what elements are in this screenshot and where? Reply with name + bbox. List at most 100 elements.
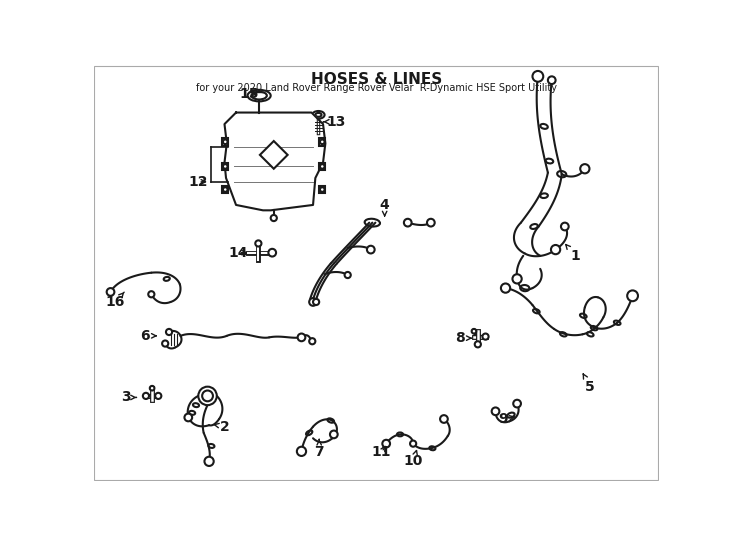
- Circle shape: [223, 187, 228, 192]
- Text: 6: 6: [140, 329, 156, 343]
- Text: 10: 10: [404, 450, 423, 468]
- Circle shape: [367, 246, 374, 253]
- Ellipse shape: [193, 403, 199, 407]
- Circle shape: [410, 441, 416, 447]
- Text: 7: 7: [314, 440, 324, 459]
- Ellipse shape: [530, 224, 538, 229]
- Ellipse shape: [397, 433, 403, 436]
- Circle shape: [143, 393, 149, 399]
- Text: 12: 12: [189, 175, 208, 189]
- Text: 4: 4: [379, 198, 390, 216]
- Ellipse shape: [316, 113, 321, 117]
- Circle shape: [205, 457, 214, 466]
- Circle shape: [269, 249, 276, 256]
- Circle shape: [106, 288, 115, 296]
- Circle shape: [297, 334, 305, 341]
- Text: for your 2020 Land Rover Range Rover Velar  R-Dynamic HSE Sport Utility: for your 2020 Land Rover Range Rover Vel…: [196, 83, 556, 92]
- Ellipse shape: [540, 193, 548, 198]
- Circle shape: [382, 440, 390, 448]
- Text: 8: 8: [455, 331, 471, 345]
- Ellipse shape: [365, 219, 380, 227]
- Ellipse shape: [560, 332, 567, 336]
- Text: 9: 9: [498, 412, 515, 426]
- Ellipse shape: [533, 309, 539, 313]
- Circle shape: [309, 298, 317, 306]
- Ellipse shape: [247, 90, 271, 102]
- Text: 15: 15: [239, 87, 259, 101]
- Circle shape: [320, 187, 324, 192]
- Ellipse shape: [557, 171, 567, 177]
- Circle shape: [472, 329, 476, 334]
- Circle shape: [202, 390, 213, 401]
- Ellipse shape: [614, 321, 620, 325]
- Circle shape: [162, 340, 168, 347]
- Polygon shape: [225, 112, 325, 211]
- Circle shape: [627, 291, 638, 301]
- Circle shape: [320, 164, 324, 168]
- Circle shape: [440, 415, 448, 423]
- Polygon shape: [260, 141, 288, 168]
- Circle shape: [271, 215, 277, 221]
- Ellipse shape: [540, 124, 548, 129]
- Circle shape: [404, 219, 412, 226]
- Bar: [319, 138, 325, 146]
- Ellipse shape: [545, 159, 553, 164]
- Ellipse shape: [208, 444, 214, 448]
- Circle shape: [309, 338, 316, 345]
- Ellipse shape: [429, 446, 435, 450]
- Circle shape: [255, 240, 261, 247]
- Text: 3: 3: [121, 390, 137, 404]
- Circle shape: [150, 386, 154, 390]
- Ellipse shape: [327, 418, 334, 423]
- Ellipse shape: [580, 314, 586, 318]
- Circle shape: [198, 387, 217, 405]
- Bar: [222, 186, 228, 193]
- Circle shape: [512, 274, 522, 284]
- Circle shape: [344, 272, 351, 278]
- Circle shape: [551, 245, 560, 254]
- Circle shape: [148, 291, 154, 298]
- Text: 5: 5: [584, 374, 595, 394]
- Text: 1: 1: [566, 245, 581, 263]
- Circle shape: [184, 414, 192, 421]
- Circle shape: [320, 139, 324, 144]
- Circle shape: [548, 76, 556, 84]
- Text: 14: 14: [228, 246, 248, 260]
- Bar: [222, 163, 228, 170]
- Circle shape: [475, 341, 481, 347]
- Ellipse shape: [189, 411, 195, 415]
- Circle shape: [313, 299, 319, 305]
- Text: 16: 16: [106, 292, 125, 309]
- Bar: [319, 186, 325, 193]
- Circle shape: [223, 139, 228, 144]
- Circle shape: [482, 334, 489, 340]
- Ellipse shape: [252, 92, 267, 99]
- Circle shape: [155, 393, 161, 399]
- Ellipse shape: [263, 123, 285, 137]
- Ellipse shape: [587, 332, 594, 336]
- Circle shape: [492, 408, 499, 415]
- Ellipse shape: [520, 285, 529, 291]
- Text: 13: 13: [324, 115, 346, 129]
- Circle shape: [427, 219, 435, 226]
- Ellipse shape: [164, 277, 170, 281]
- Circle shape: [330, 430, 338, 438]
- Text: HOSES & LINES: HOSES & LINES: [310, 72, 442, 87]
- Ellipse shape: [312, 111, 324, 119]
- Circle shape: [513, 400, 521, 408]
- Text: 2: 2: [214, 420, 229, 434]
- Circle shape: [297, 447, 306, 456]
- Ellipse shape: [306, 430, 313, 435]
- Circle shape: [580, 164, 589, 173]
- Ellipse shape: [507, 413, 515, 417]
- Circle shape: [166, 329, 172, 335]
- Ellipse shape: [591, 326, 597, 330]
- Circle shape: [532, 71, 543, 82]
- Ellipse shape: [259, 119, 288, 139]
- Bar: [222, 138, 228, 146]
- Circle shape: [501, 284, 510, 293]
- Text: 11: 11: [372, 445, 391, 459]
- Ellipse shape: [474, 334, 482, 339]
- Circle shape: [561, 222, 569, 231]
- Bar: [319, 163, 325, 170]
